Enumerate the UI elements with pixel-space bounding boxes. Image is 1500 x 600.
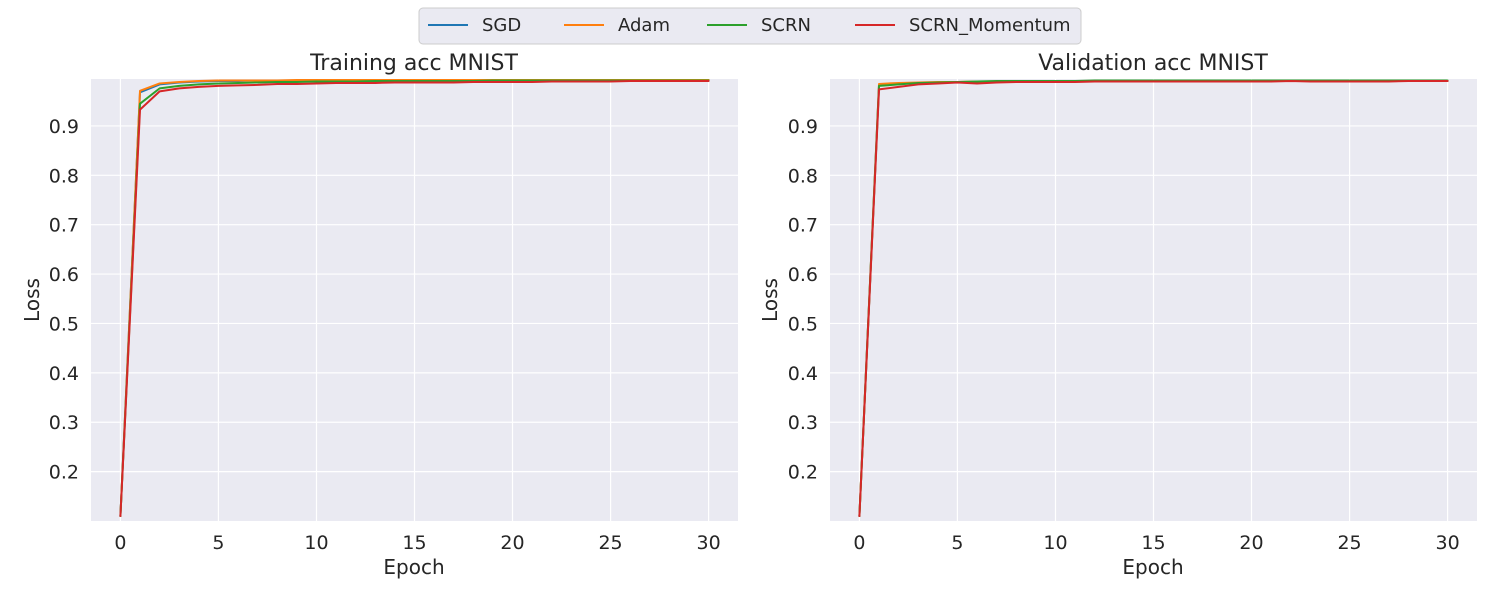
legend-label-sgd: SGD	[482, 15, 521, 36]
x-tick-label: 15	[402, 532, 426, 554]
y-tick-label: 0.5	[49, 313, 79, 335]
y-tick-label: 0.2	[788, 462, 818, 484]
y-tick-label: 0.4	[788, 363, 818, 385]
x-axis-label: Epoch	[383, 555, 444, 579]
y-tick-label: 0.7	[788, 215, 818, 237]
y-tick-label: 0.9	[49, 116, 79, 138]
y-tick-label: 0.2	[49, 462, 79, 484]
x-tick-label: 20	[1239, 532, 1263, 554]
x-tick-label: 10	[1043, 532, 1067, 554]
legend-entry-adam: Adam	[564, 15, 670, 36]
y-tick-label: 0.6	[49, 264, 79, 286]
chart-title: Validation acc MNIST	[1038, 51, 1268, 76]
y-axis-label: Loss	[20, 278, 44, 322]
legend: SGD Adam SCRN SCRN_Momentum	[418, 7, 1082, 45]
y-tick-label: 0.5	[788, 313, 818, 335]
x-tick-label: 20	[500, 532, 524, 554]
validation-chart: Validation acc MNIST Epoch Loss 0 5 10 15 20…	[758, 51, 1477, 579]
legend-entry-sgd: SGD	[428, 15, 521, 36]
legend-label-scrn-momentum: SCRN_Momentum	[909, 15, 1071, 36]
series-line-scrn-momentum	[119, 79, 710, 518]
series-line-scrn-momentum	[858, 79, 1449, 518]
legend-frame	[418, 7, 1082, 45]
gridlines	[91, 79, 738, 521]
gridlines	[830, 79, 1477, 521]
y-tick-label: 0.4	[49, 363, 79, 385]
y-tick-label: 0.6	[788, 264, 818, 286]
y-axis-label: Loss	[758, 278, 782, 322]
x-tick-label: 10	[304, 532, 328, 554]
x-tick-label: 25	[598, 532, 622, 554]
x-tick-label: 15	[1141, 532, 1165, 554]
x-tick-label: 0	[853, 532, 865, 554]
series-lines	[119, 79, 710, 518]
x-tick-label: 30	[1435, 532, 1459, 554]
legend-entry-scrn-momentum: SCRN_Momentum	[855, 15, 1071, 36]
x-tick-label: 0	[114, 532, 126, 554]
legend-entry-scrn: SCRN	[707, 15, 811, 36]
legend-label-adam: Adam	[618, 15, 670, 36]
y-tick-label: 0.7	[49, 215, 79, 237]
x-tick-label: 5	[212, 532, 224, 554]
y-tick-label: 0.8	[788, 165, 818, 187]
training-chart: Training acc MNIST Epoch Loss 0 5 10 15 20 25…	[20, 51, 738, 579]
y-tick-label: 0.9	[788, 116, 818, 138]
x-tick-label: 25	[1337, 532, 1361, 554]
y-tick-label: 0.3	[788, 412, 818, 434]
legend-label-scrn: SCRN	[761, 15, 811, 36]
chart-title: Training acc MNIST	[309, 51, 518, 76]
y-tick-label: 0.8	[49, 165, 79, 187]
x-axis-label: Epoch	[1122, 555, 1183, 579]
x-tick-label: 30	[696, 532, 720, 554]
series-lines	[858, 79, 1449, 518]
y-tick-label: 0.3	[49, 412, 79, 434]
x-tick-label: 5	[951, 532, 963, 554]
